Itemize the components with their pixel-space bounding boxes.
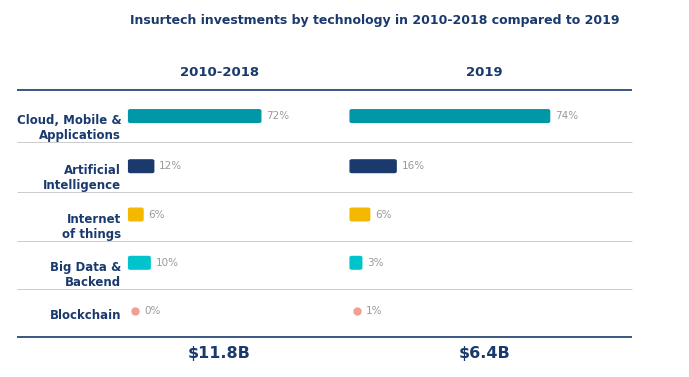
Text: 72%: 72% — [267, 111, 289, 121]
Text: Cloud, Mobile &
Applications: Cloud, Mobile & Applications — [17, 114, 121, 142]
Text: 6%: 6% — [149, 210, 165, 219]
Text: 16%: 16% — [402, 161, 425, 171]
FancyBboxPatch shape — [350, 208, 370, 221]
Text: Internet
of things: Internet of things — [62, 213, 121, 241]
FancyBboxPatch shape — [350, 160, 396, 173]
Text: 12%: 12% — [159, 161, 183, 171]
Text: Blockchain: Blockchain — [50, 309, 121, 322]
Text: 1%: 1% — [365, 306, 382, 316]
Text: $6.4B: $6.4B — [458, 346, 510, 361]
Text: $11.8B: $11.8B — [188, 346, 251, 361]
Text: Insurtech investments by technology in 2010-2018 compared to 2019: Insurtech investments by technology in 2… — [130, 14, 620, 27]
Text: 2019: 2019 — [466, 66, 502, 79]
Text: 3%: 3% — [367, 258, 384, 268]
FancyBboxPatch shape — [129, 208, 143, 221]
FancyBboxPatch shape — [129, 110, 260, 123]
Text: 10%: 10% — [156, 258, 178, 268]
FancyBboxPatch shape — [350, 256, 362, 269]
Text: 74%: 74% — [555, 111, 578, 121]
FancyBboxPatch shape — [350, 110, 550, 123]
FancyBboxPatch shape — [129, 160, 154, 173]
Text: 0%: 0% — [144, 306, 161, 316]
Text: 2010-2018: 2010-2018 — [180, 66, 259, 79]
Text: Artificial
Intelligence: Artificial Intelligence — [43, 164, 121, 192]
Text: Big Data &
Backend: Big Data & Backend — [50, 261, 121, 289]
FancyBboxPatch shape — [129, 256, 150, 269]
Text: 6%: 6% — [376, 210, 392, 219]
